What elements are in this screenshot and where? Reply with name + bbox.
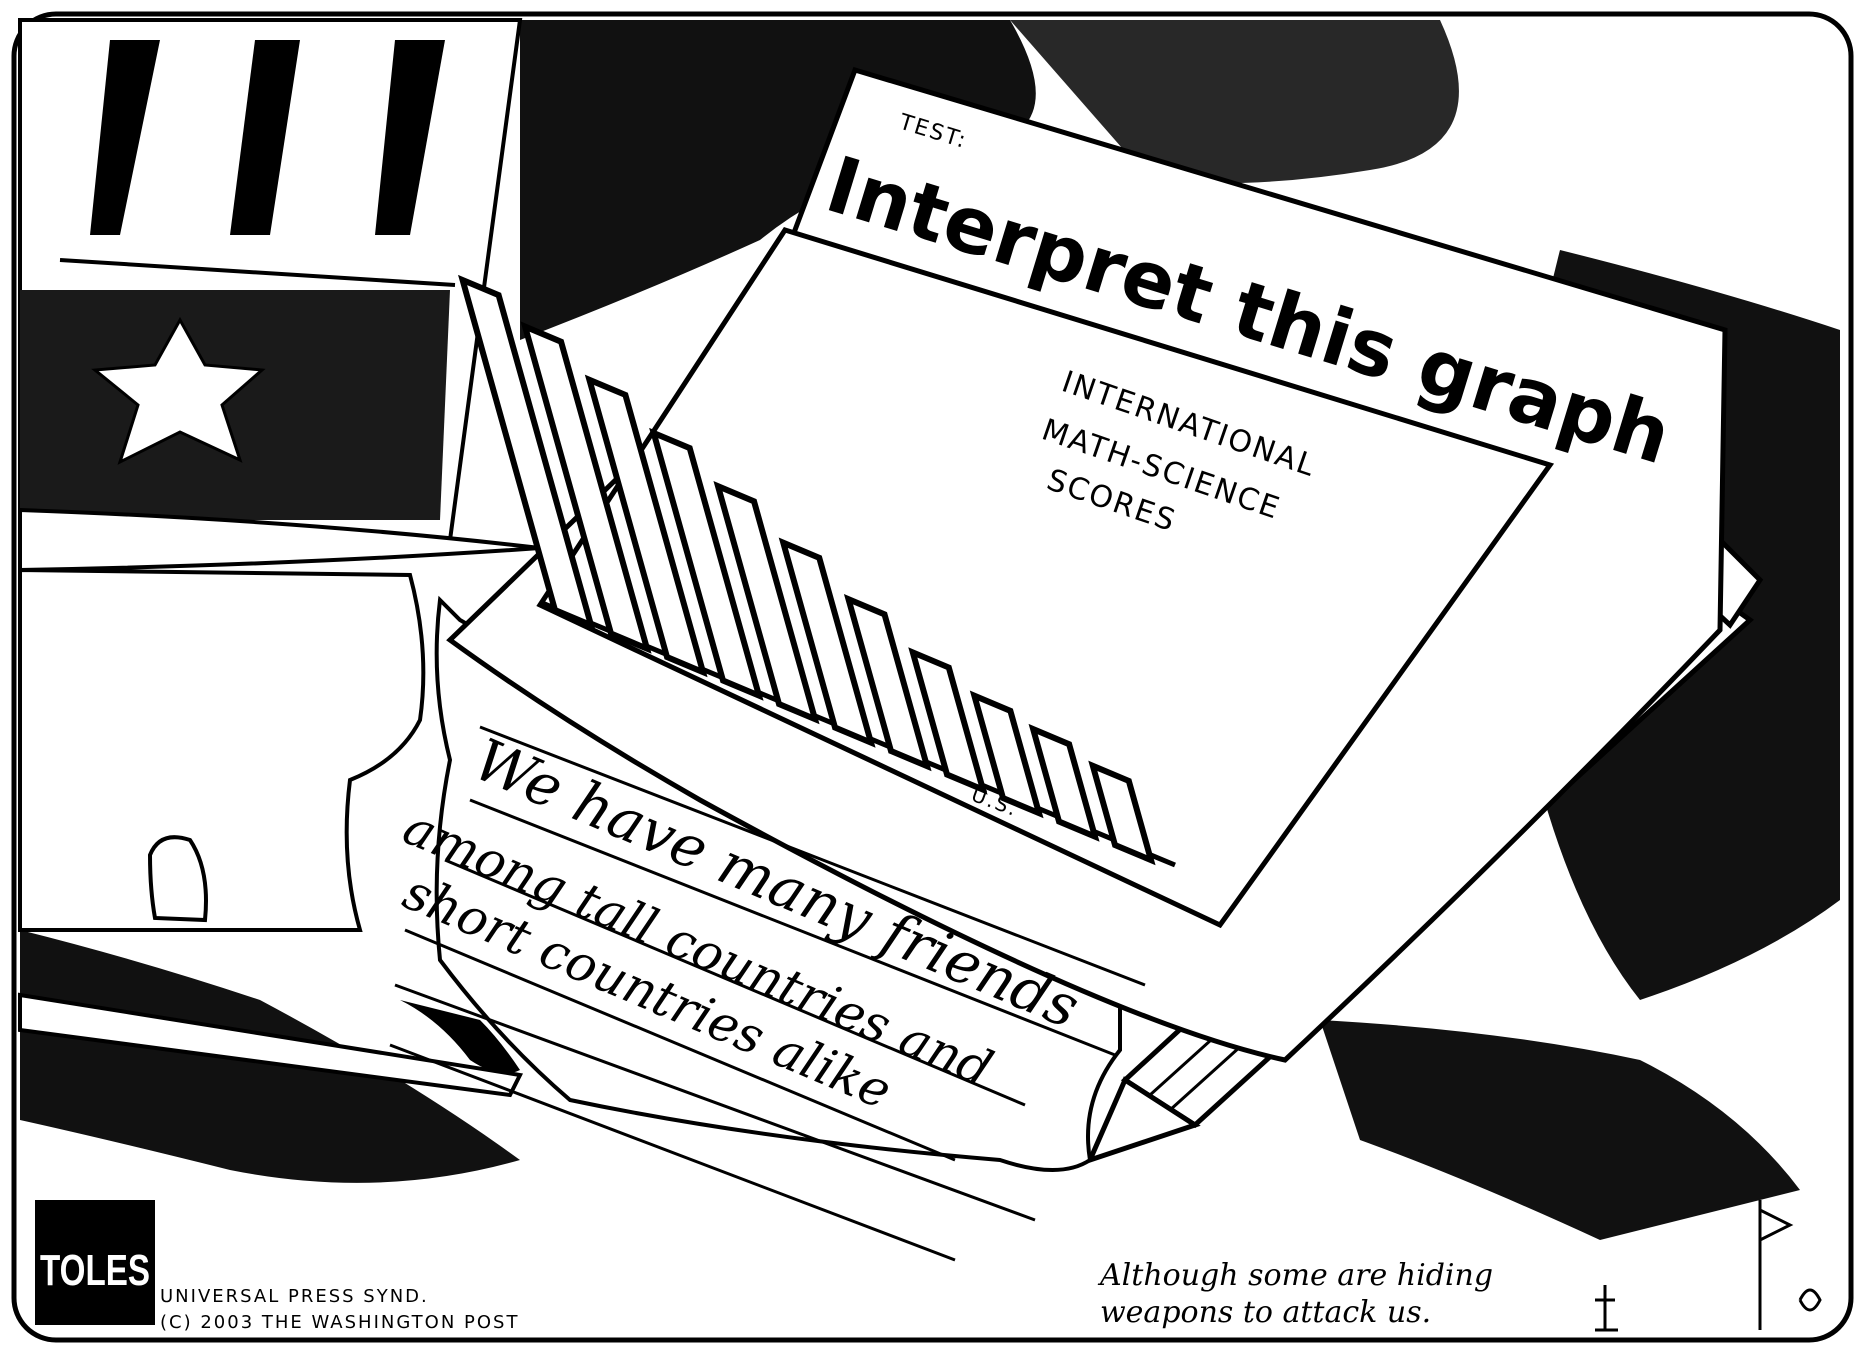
uncle-sam-figure [18, 567, 524, 1098]
graph-bar [908, 647, 988, 795]
graph-bar [584, 374, 708, 678]
star-icon [91, 316, 266, 465]
credit-line-1: UNIVERSAL PRESS SYND. [160, 1286, 429, 1307]
logo-text: TOLES [40, 1246, 150, 1295]
doodle-figures [1595, 1200, 1822, 1332]
graph-bars [458, 274, 1156, 866]
graph-bar [458, 274, 596, 631]
footnote-line-2: weapons to attack us. [1100, 1295, 1431, 1330]
credit-line-2: (C) 2003 THE WASHINGTON POST [160, 1312, 519, 1333]
graph-bar [713, 481, 820, 725]
footnote-line-1: Although some are hiding [1097, 1258, 1493, 1293]
graph-bar [520, 321, 652, 654]
graph-bar [1088, 760, 1156, 866]
graph-bar [778, 537, 876, 748]
graph-bar [843, 594, 932, 772]
answer-rules [389, 725, 1146, 1262]
graph-bar [1028, 723, 1100, 842]
toles-logo: TOLES [35, 1200, 155, 1325]
uncle-sam-hat [18, 18, 541, 573]
test-booklet [389, 66, 1728, 1262]
graph-bar [649, 427, 764, 701]
graph-bar [969, 690, 1044, 819]
